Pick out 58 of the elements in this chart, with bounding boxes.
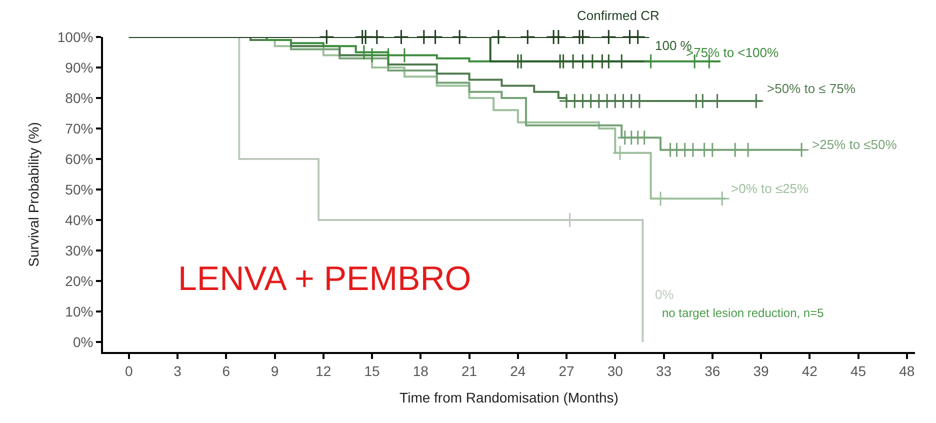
- x-tick-label: 30: [607, 362, 624, 379]
- point: [794, 142, 810, 158]
- point: [428, 29, 444, 45]
- point: [704, 142, 720, 158]
- point: [740, 142, 756, 158]
- y-tick-label: 60%: [65, 150, 94, 167]
- x-tick-label: 27: [558, 362, 575, 379]
- y-tick-label: 20%: [65, 272, 94, 289]
- x-tick-label: 48: [899, 362, 915, 379]
- x-tick-label: 33: [656, 362, 672, 379]
- series-label: >50% to ≤ 75%: [767, 81, 856, 96]
- point: [727, 142, 743, 158]
- point: [714, 190, 730, 206]
- point: [600, 29, 616, 45]
- point: [574, 29, 590, 45]
- series-label: 0%: [655, 287, 674, 302]
- annotation: LENVA + PEMBRO: [178, 260, 472, 298]
- series-label: Confirmed CR: [577, 8, 660, 23]
- x-axis-title: Time from Randomisation (Months): [400, 390, 618, 406]
- point: [364, 48, 380, 64]
- point: [643, 54, 659, 70]
- point: [612, 145, 628, 161]
- point: [652, 190, 668, 206]
- point: [630, 29, 646, 45]
- series-label: >0% to ≤25%: [731, 181, 810, 196]
- x-tick-label: 0: [125, 362, 134, 379]
- x-tick-label: 21: [462, 362, 478, 379]
- y-tick-label: 70%: [65, 120, 94, 136]
- x-tick-label: 36: [704, 362, 720, 379]
- point: [490, 29, 506, 45]
- x-tick-label: 39: [753, 362, 770, 379]
- y-tick-label: 100%: [57, 28, 94, 45]
- x-tick-label: 15: [364, 362, 380, 379]
- y-tick-label: 10%: [65, 303, 94, 320]
- point: [318, 29, 334, 45]
- x-tick-label: 45: [850, 362, 866, 379]
- y-axis-title: Survival Probability (%): [25, 122, 42, 267]
- y-tick-label: 40%: [65, 212, 94, 228]
- x-tick-label: 3: [174, 362, 182, 379]
- y-tick-label: 30%: [65, 242, 94, 258]
- annotation: no target lesion reduction, n=5: [662, 306, 824, 320]
- point: [369, 29, 385, 45]
- point: [550, 29, 566, 45]
- point: [452, 29, 468, 45]
- point: [520, 29, 536, 45]
- x-tick-label: 12: [316, 362, 332, 379]
- series-label: >25% to ≤50%: [812, 137, 898, 152]
- y-tick-label: 90%: [65, 59, 94, 76]
- x-tick-label: 18: [412, 362, 429, 379]
- x-tick-label: 24: [510, 362, 526, 379]
- point: [393, 29, 409, 45]
- x-tick-label: 6: [222, 362, 230, 379]
- point: [636, 130, 652, 146]
- x-tick-label: 42: [802, 362, 818, 379]
- y-tick-label: 80%: [65, 90, 94, 106]
- y-tick-label: 50%: [65, 181, 94, 198]
- y-tick-label: 0%: [72, 334, 94, 350]
- x-tick-label: 9: [270, 362, 279, 379]
